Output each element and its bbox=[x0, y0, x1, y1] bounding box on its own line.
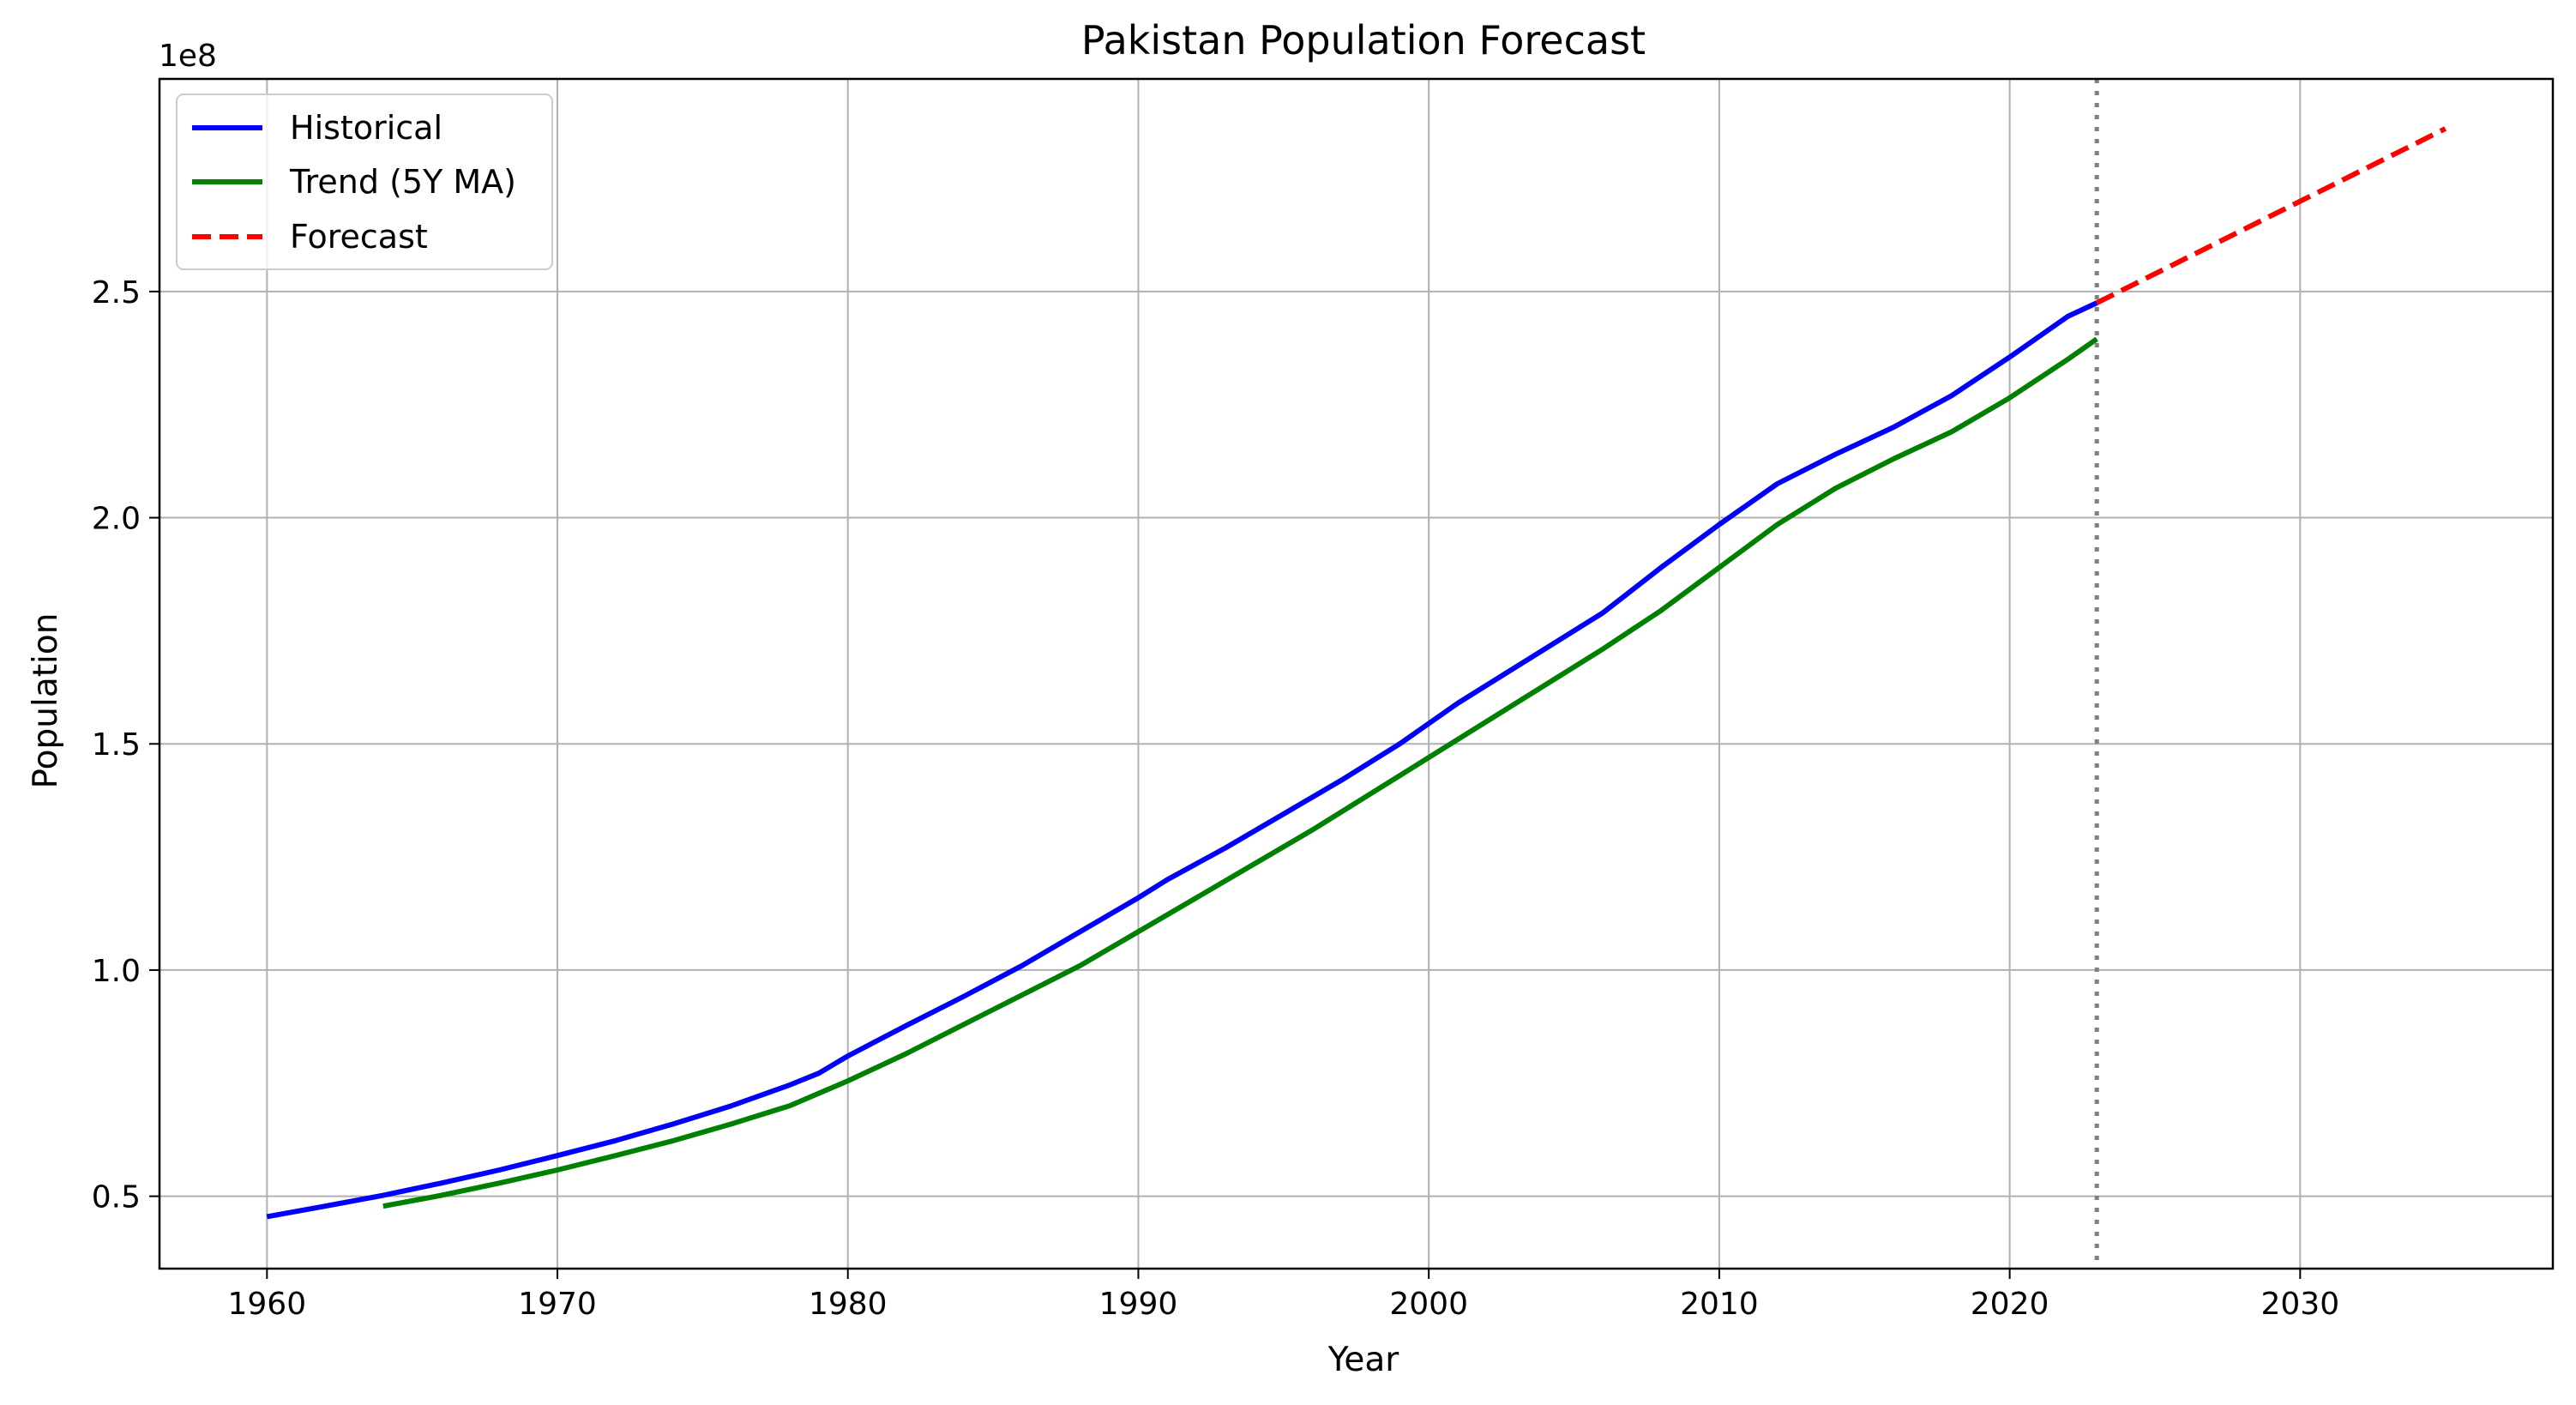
legend-box bbox=[176, 93, 553, 270]
y-tick-label: 1.5 bbox=[92, 727, 141, 763]
x-tick-label: 2010 bbox=[1680, 1287, 1759, 1322]
legend: Historical Trend (5Y MA) Forecast bbox=[176, 93, 553, 270]
y-tick-label: 1.0 bbox=[92, 954, 141, 989]
legend-label-historical: Historical bbox=[290, 109, 442, 147]
x-tick-label: 2000 bbox=[1389, 1287, 1468, 1322]
series-line-historical bbox=[266, 300, 2098, 1220]
y-tick-label: 2.5 bbox=[92, 275, 141, 311]
y-offset-label: 1e8 bbox=[159, 39, 217, 74]
grid-lines bbox=[159, 79, 2553, 1269]
chart-title: Pakistan Population Forecast bbox=[1081, 17, 1646, 63]
legend-label-forecast: Forecast bbox=[290, 218, 428, 256]
x-tick-label: 1970 bbox=[518, 1287, 597, 1322]
legend-label-trend: Trend (5Y MA) bbox=[289, 163, 516, 201]
x-tick-label: 2020 bbox=[1971, 1287, 2049, 1322]
x-tick-label: 1980 bbox=[809, 1287, 888, 1322]
y-axis-label: Population bbox=[27, 613, 65, 789]
x-tick-label: 2030 bbox=[2261, 1287, 2340, 1322]
y-tick-label: 0.5 bbox=[92, 1180, 141, 1215]
series-line-forecast bbox=[2095, 126, 2447, 305]
series-line-trend-5y-ma bbox=[382, 336, 2098, 1209]
y-tick-label: 2.0 bbox=[92, 502, 141, 537]
x-axis-label: Year bbox=[1327, 1341, 1400, 1379]
x-tick-label: 1990 bbox=[1099, 1287, 1178, 1322]
axis-ticks: 1960 1970 1980 1990 2000 2010 2020 2030 0.5 1.0 1.… bbox=[92, 275, 2339, 1322]
x-tick-label: 1960 bbox=[228, 1287, 307, 1322]
plot-area bbox=[266, 79, 2447, 1269]
axes-frame bbox=[158, 77, 2555, 1270]
